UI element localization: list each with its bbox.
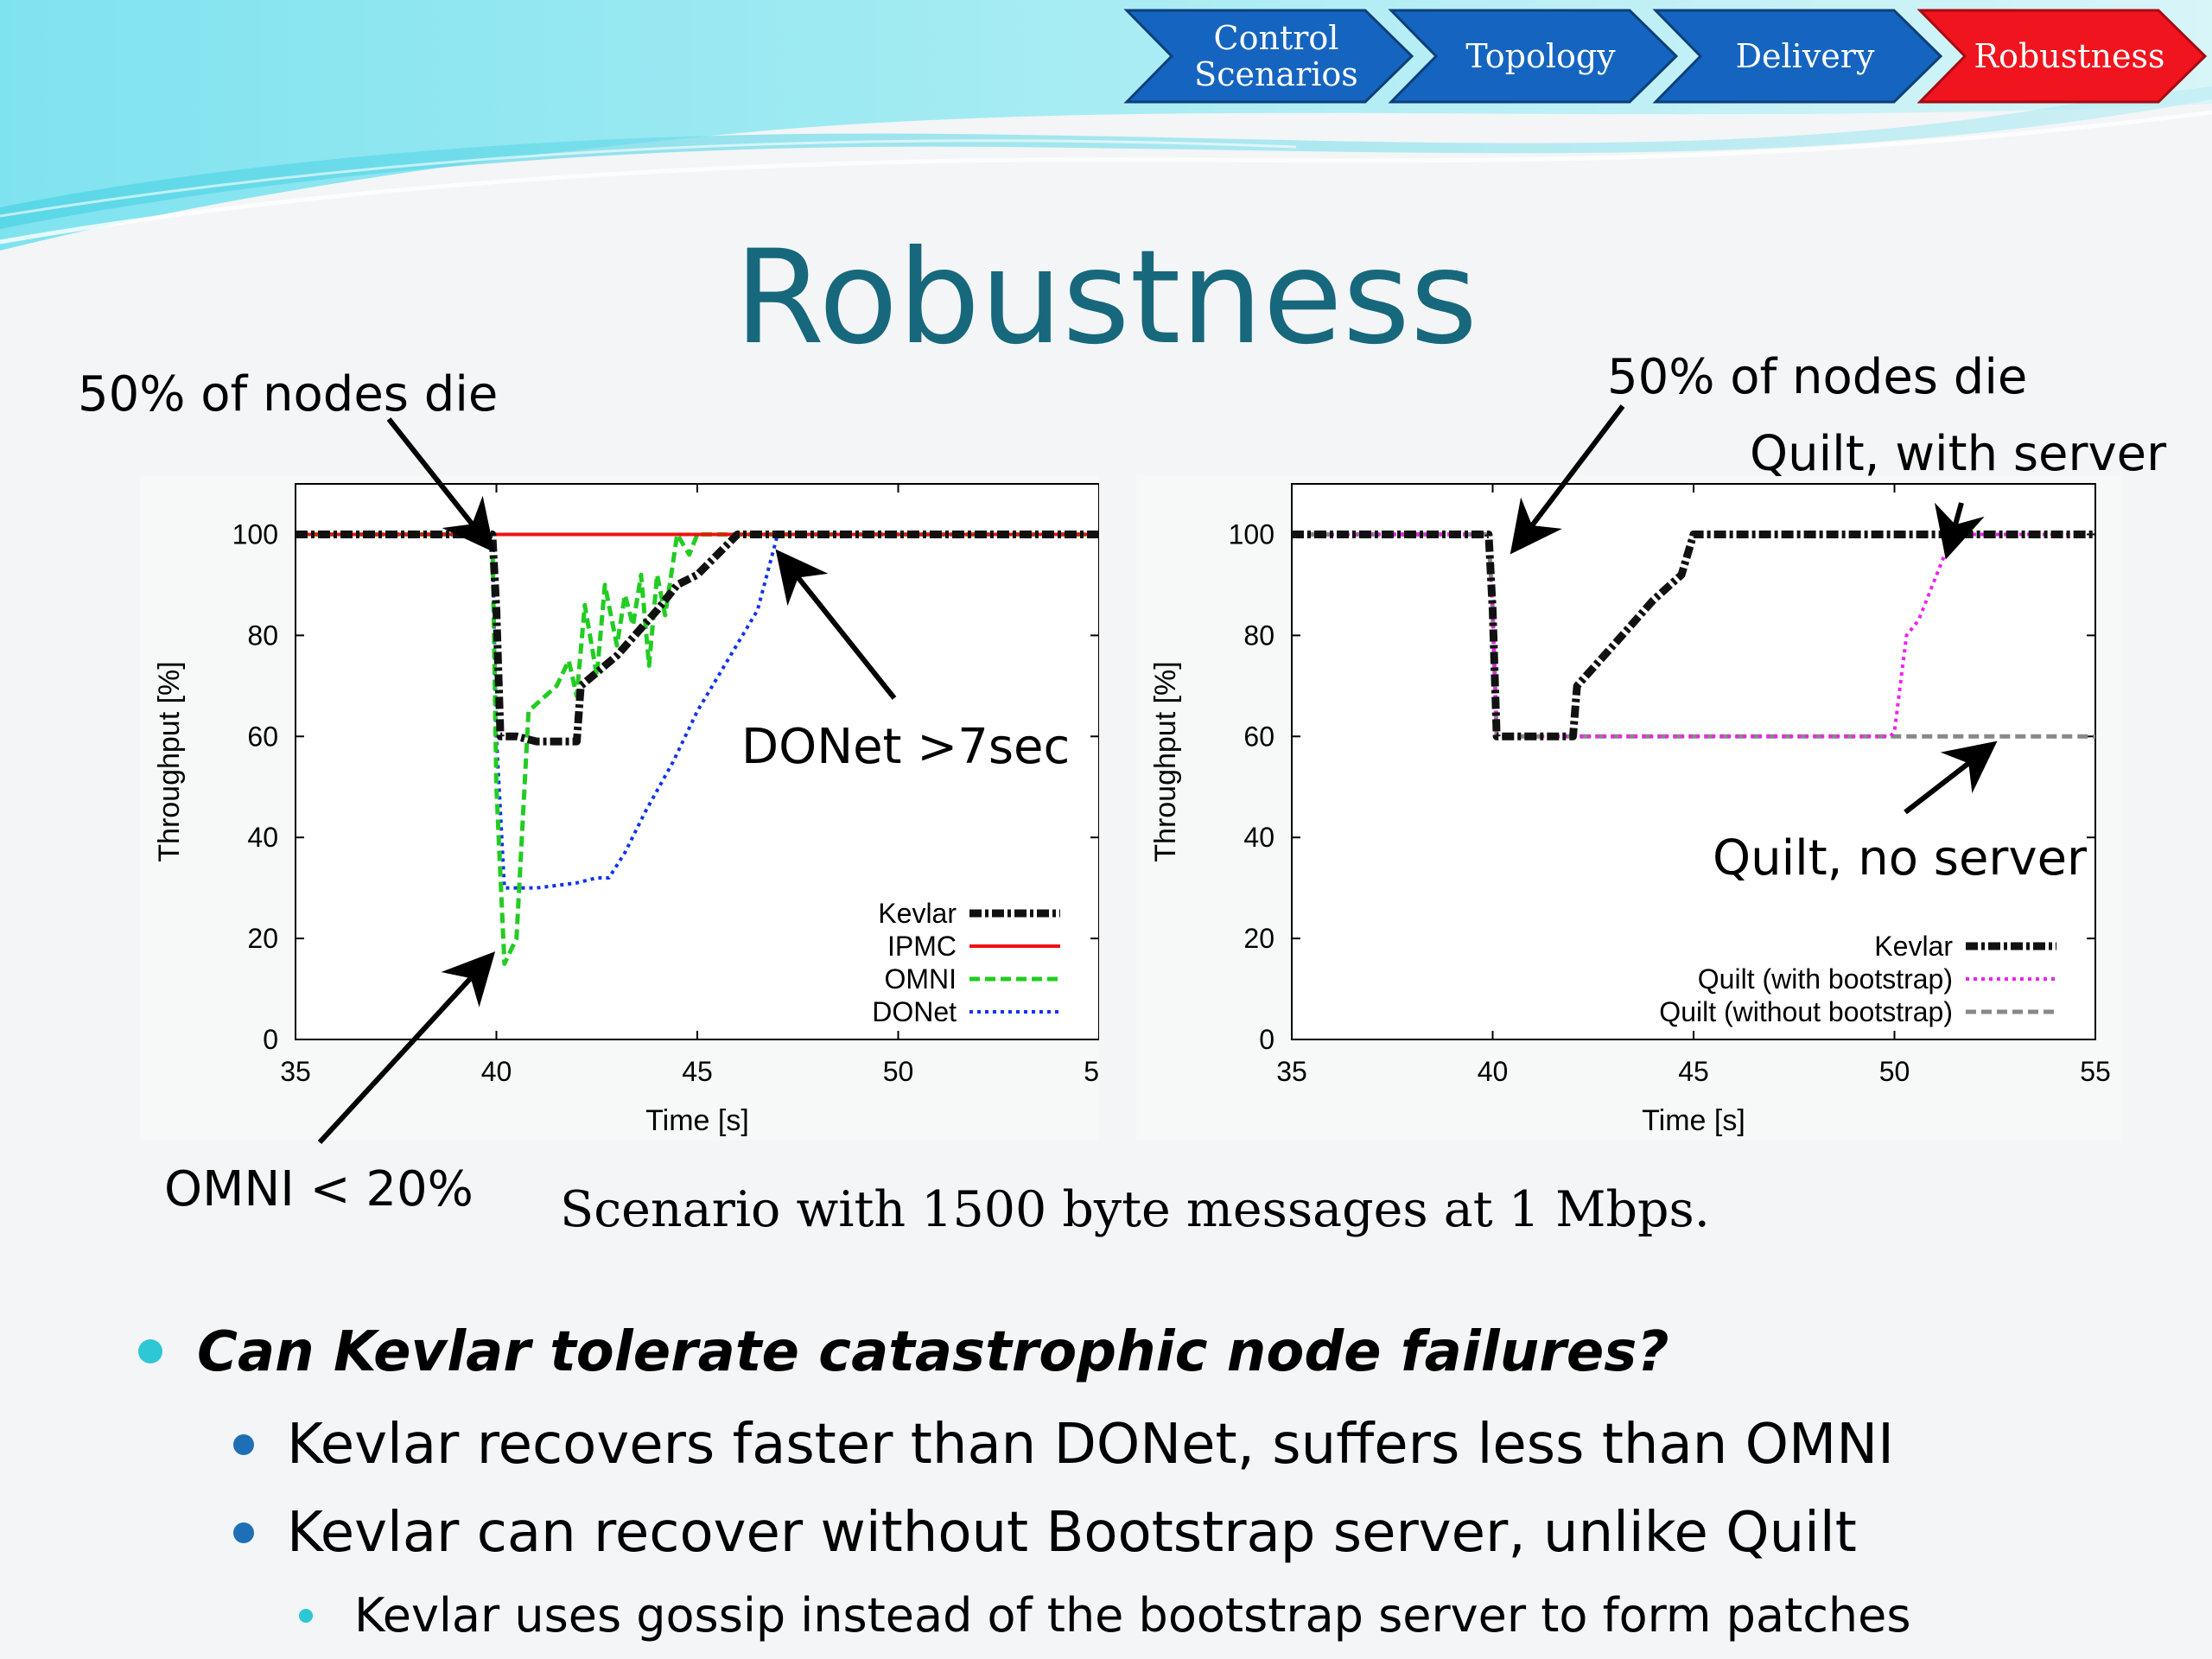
y-tick-label: 20	[247, 923, 278, 954]
series-line-omni	[296, 531, 1099, 966]
plot-frame	[295, 483, 1099, 1040]
x-tick-label: 35	[1276, 1056, 1307, 1087]
nav-step-label: Control Scenarios	[1194, 19, 1358, 93]
page-title: Robustness	[734, 223, 1478, 373]
series-line-kevlar	[1292, 530, 2095, 741]
chart-right: 35 40 45 50 55 0 20 40 60 80 100 Time [s] Throughput…	[1136, 475, 2121, 1141]
y-tick-label: 0	[263, 1024, 278, 1055]
callout-quilt-with-server: Quilt, with server	[1750, 426, 2167, 482]
legend-label: Kevlar	[1874, 931, 1953, 962]
nav-step-topology[interactable]: Topology	[1388, 7, 1681, 105]
x-tick-label: 40	[481, 1056, 512, 1087]
chevron-shape	[1388, 9, 1679, 104]
callout-left-nodes-die: 50% of nodes die	[78, 366, 499, 423]
legend-label: Quilt (with bootstrap)	[1698, 963, 1953, 995]
nav-step-robustness[interactable]: Robustness	[1916, 7, 2210, 105]
bullet-dot	[233, 1522, 254, 1543]
y-tick-label: 40	[1243, 822, 1274, 853]
series-line-donet	[296, 532, 1099, 890]
y-tick-label: 60	[247, 721, 278, 752]
y-axis-label: Throughput [%]	[153, 661, 186, 861]
x-tick-label: 50	[1879, 1056, 1910, 1087]
x-tick-label: 40	[1478, 1056, 1509, 1087]
bullet-point-1: Kevlar recovers faster than DONet, suffe…	[287, 1413, 1894, 1477]
legend-label: Quilt (without bootstrap)	[1659, 996, 1953, 1027]
nav-step-label: Robustness	[1974, 37, 2165, 75]
x-axis-label: Time [s]	[1642, 1104, 1745, 1137]
figure-caption: Scenario with 1500 byte messages at 1 Mb…	[560, 1181, 1710, 1238]
x-tick-label: 55	[1084, 1056, 1099, 1087]
callout-quilt-no-server: Quilt, no server	[1713, 830, 2088, 887]
callout-donet: DONet >7sec	[741, 719, 1071, 775]
y-tick-label: 80	[1243, 620, 1274, 651]
nav-step-control-scenarios[interactable]: Control Scenarios	[1123, 7, 1417, 105]
x-tick-label: 45	[1678, 1056, 1709, 1087]
legend-label: OMNI	[884, 963, 957, 995]
x-tick-label: 55	[2080, 1056, 2111, 1087]
callout-right-nodes-die: 50% of nodes die	[1607, 349, 2028, 405]
x-axis-label: Time [s]	[645, 1104, 749, 1137]
nav-step-label: Topology	[1465, 37, 1616, 75]
series-line-kevlar	[296, 530, 1099, 746]
bullet-dot	[299, 1609, 313, 1623]
nav-step-label: Delivery	[1735, 37, 1875, 75]
bullet-question: Can Kevlar tolerate catastrophic node fa…	[197, 1320, 1669, 1384]
bullet-subpoint: Kevlar uses gossip instead of the bootst…	[354, 1588, 1911, 1643]
x-tick-label: 45	[682, 1056, 713, 1087]
y-tick-label: 20	[1243, 923, 1274, 954]
y-tick-label: 100	[232, 518, 278, 550]
x-tick-label: 50	[883, 1056, 914, 1087]
y-tick-label: 0	[1259, 1024, 1274, 1055]
chevron-shape	[1123, 9, 1414, 104]
chevron-shape	[1916, 9, 2208, 104]
plot-frame	[1291, 483, 2096, 1040]
bullet-dot	[233, 1434, 254, 1455]
bullet-point-2: Kevlar can recover without Bootstrap ser…	[287, 1501, 1857, 1565]
legend-label: IPMC	[887, 931, 957, 962]
legend-label: DONet	[872, 996, 957, 1027]
y-tick-label: 80	[247, 620, 278, 651]
x-tick-label: 35	[280, 1056, 311, 1087]
callout-omni: OMNI < 20%	[164, 1161, 474, 1217]
y-axis-label: Throughput [%]	[1149, 661, 1182, 861]
y-tick-label: 60	[1243, 721, 1274, 752]
chevron-shape	[1652, 9, 1943, 104]
chart-left: 35 40 45 50 55 0 20 40 60 80 100 Time [s] Throughput…	[140, 475, 1099, 1141]
y-tick-label: 100	[1229, 518, 1274, 550]
y-tick-label: 40	[247, 822, 278, 853]
bullet-dot	[138, 1339, 162, 1363]
legend-label: Kevlar	[878, 898, 957, 929]
nav-step-delivery[interactable]: Delivery	[1652, 7, 1946, 105]
